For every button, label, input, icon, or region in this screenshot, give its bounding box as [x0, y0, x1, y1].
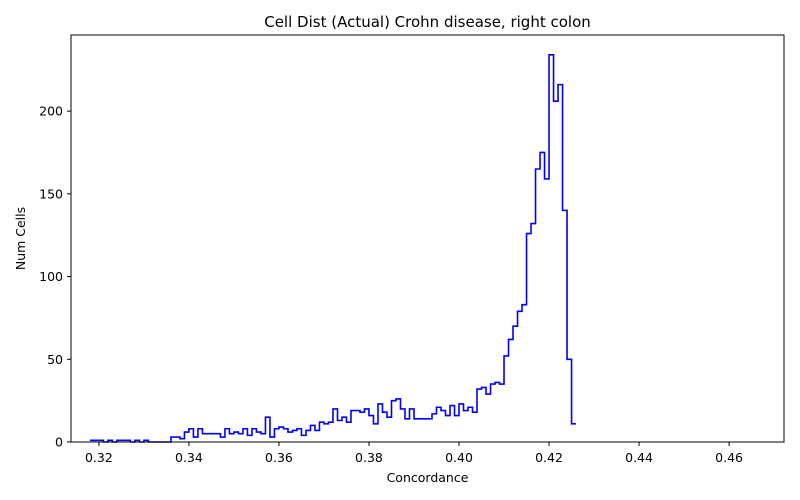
x-tick-label: 0.32: [85, 450, 113, 465]
y-tick-label: 200: [39, 104, 63, 119]
plot-area: [70, 34, 785, 443]
x-tick-label: 0.38: [355, 450, 383, 465]
y-tick-label: 150: [39, 186, 63, 201]
x-tick-label: 0.40: [445, 450, 473, 465]
y-tick-label: 50: [47, 352, 63, 367]
x-axis-ticks: 0.32 0.34 0.36 0.38 0.40 0.42 0.44 0.46: [85, 442, 743, 465]
x-tick-label: 0.34: [175, 450, 203, 465]
x-tick-label: 0.36: [265, 450, 293, 465]
x-tick-label: 0.42: [535, 450, 563, 465]
y-tick-label: 100: [39, 269, 63, 284]
histogram-step-line: [89, 54, 577, 443]
axes-frame: [70, 34, 785, 443]
x-axis-label: Concordance: [387, 470, 469, 485]
x-tick-label: 0.46: [715, 450, 743, 465]
chart-title: Cell Dist (Actual) Crohn disease, right …: [264, 13, 591, 31]
y-axis-label: Num Cells: [13, 207, 28, 270]
y-axis-ticks: 0 50 100 150 200: [39, 104, 71, 450]
x-tick-label: 0.44: [625, 450, 653, 465]
y-tick-label: 0: [55, 435, 63, 450]
